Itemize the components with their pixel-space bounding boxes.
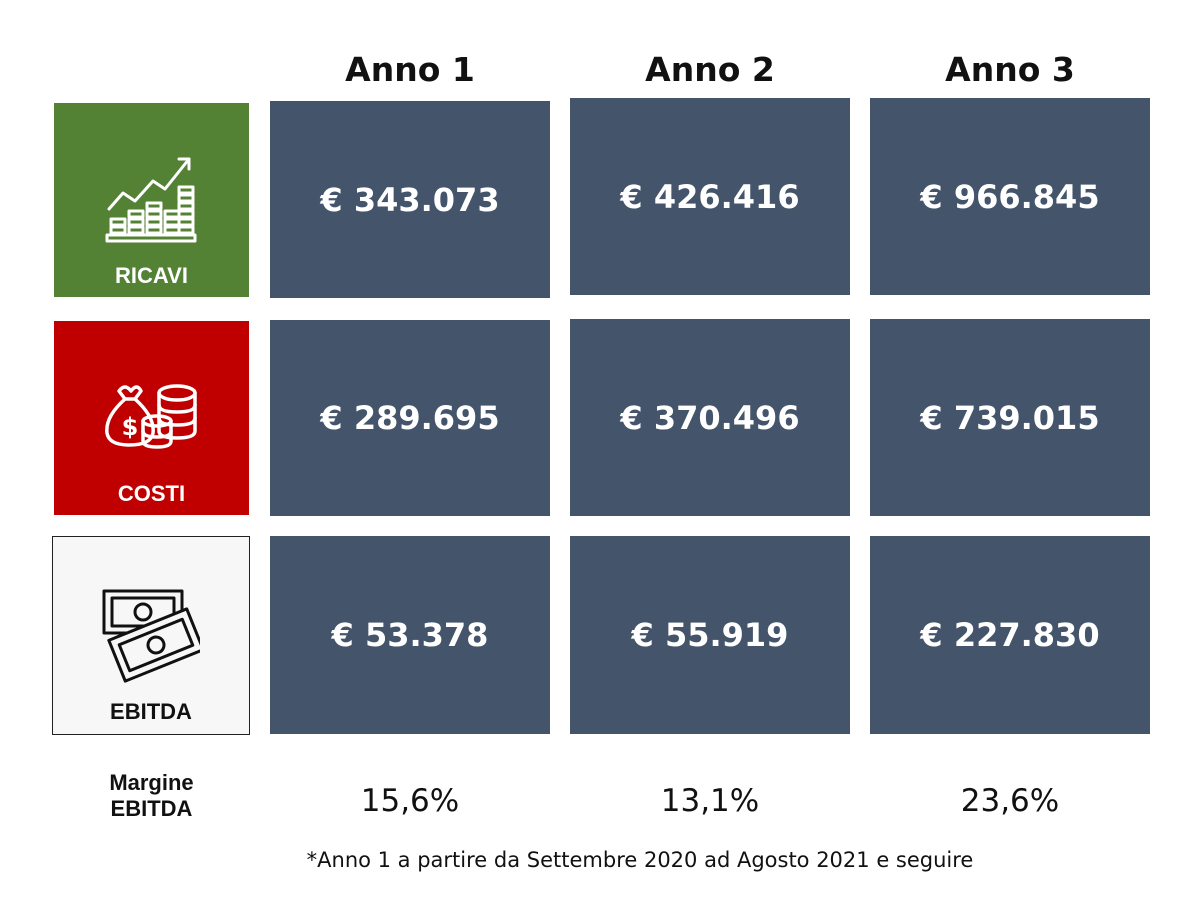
row-label-ebitda: EBITDA — [52, 536, 250, 735]
margin-anno-2: 13,1% — [660, 783, 760, 819]
footnote: *Anno 1 a partire da Settembre 2020 ad A… — [306, 848, 974, 872]
revenue-growth-icon — [105, 157, 197, 243]
value-ricavi-anno-2: € 426.416 — [570, 98, 850, 295]
row-label-ricavi: RICAVI — [54, 103, 249, 297]
value-ricavi-anno-3: € 966.845 — [870, 98, 1150, 295]
row-label-text: EBITDA — [110, 699, 192, 724]
value-costi-anno-3: € 739.015 — [870, 319, 1150, 516]
svg-text:$: $ — [122, 413, 139, 441]
row-label-text: RICAVI — [115, 263, 188, 288]
column-header-anno-1: Anno 1 — [345, 49, 475, 89]
margin-anno-3: 23,6% — [960, 783, 1060, 819]
banknotes-icon — [102, 589, 200, 683]
column-header-anno-3: Anno 3 — [945, 49, 1075, 89]
value-ebitda-anno-2: € 55.919 — [570, 536, 850, 734]
value-costi-anno-2: € 370.496 — [570, 319, 850, 516]
margin-label-line-1: Margine — [109, 770, 194, 795]
margin-label-line-2: EBITDA — [110, 796, 193, 821]
margin-anno-1: 15,6% — [360, 783, 460, 819]
margin-ebitda-label: Margine EBITDA — [54, 770, 249, 822]
value-ebitda-anno-3: € 227.830 — [870, 536, 1150, 734]
value-costi-anno-1: € 289.695 — [270, 320, 550, 516]
money-bag-coins-icon: $ — [105, 384, 197, 449]
value-ricavi-anno-1: € 343.073 — [270, 101, 550, 298]
column-header-anno-2: Anno 2 — [645, 49, 775, 89]
row-label-costi: $ COSTI — [54, 321, 249, 515]
row-label-text: COSTI — [117, 481, 186, 506]
value-ebitda-anno-1: € 53.378 — [270, 536, 550, 734]
